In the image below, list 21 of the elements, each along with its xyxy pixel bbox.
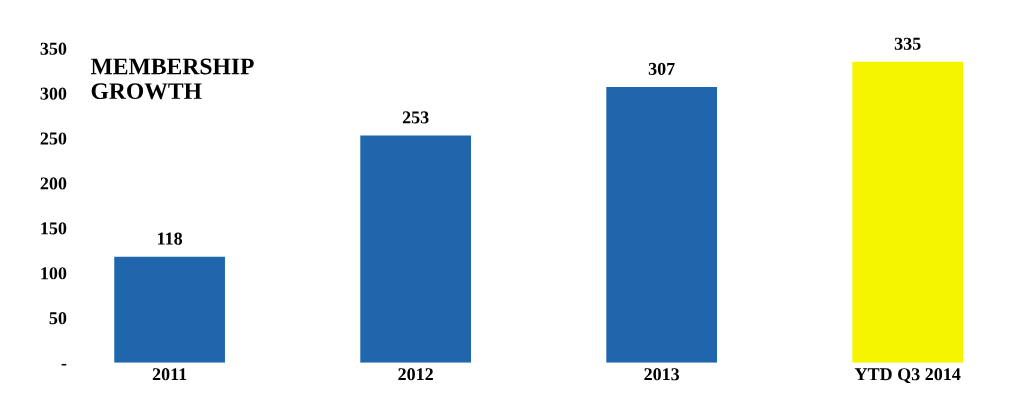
y-tick-label: 100 <box>41 267 67 280</box>
data-label: 253 <box>402 111 429 124</box>
y-tick-label: 350 <box>40 42 67 55</box>
y-tick-label: 50 <box>49 312 67 325</box>
y-tick-label: - <box>61 363 67 366</box>
x-tick-label: 2012 <box>398 368 433 381</box>
data-label: 307 <box>648 62 675 75</box>
x-tick-label: 2011 <box>152 368 187 381</box>
y-tick-label: 150 <box>41 222 67 235</box>
y-tick-label: 200 <box>40 177 67 190</box>
data-label: 335 <box>894 37 921 50</box>
text: MEMBERSHIP GROWTH <box>90 58 254 100</box>
bar <box>852 61 964 363</box>
y-tick-label: 250 <box>40 132 67 145</box>
bar <box>606 86 718 363</box>
bar <box>114 256 225 363</box>
x-tick-label: YTD Q3 2014 <box>854 368 961 384</box>
y-tick-label: 300 <box>40 87 67 100</box>
x-tick-label: 2013 <box>644 368 680 381</box>
data-label: 118 <box>158 232 183 245</box>
bar <box>360 135 471 363</box>
